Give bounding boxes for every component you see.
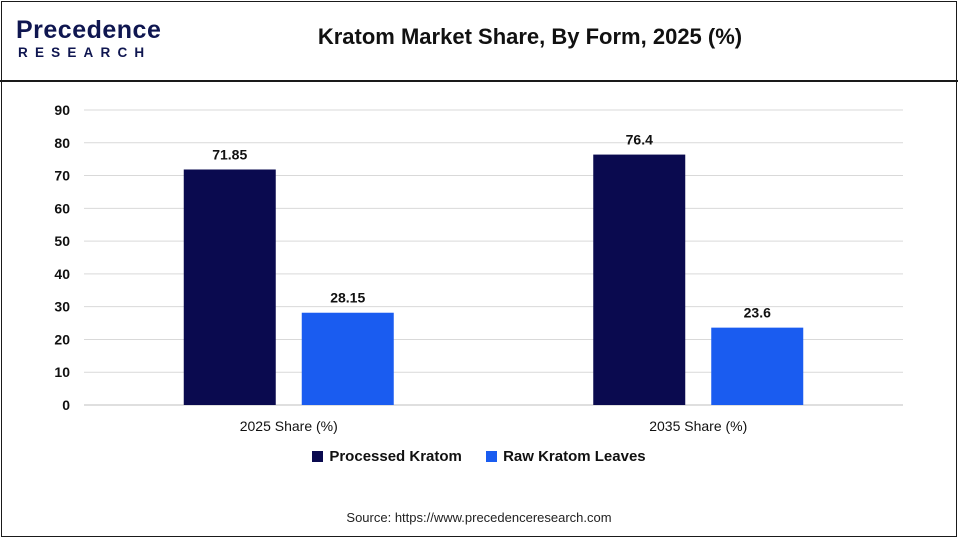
bars — [183, 154, 804, 405]
bar-raw-0 — [301, 312, 394, 405]
y-axis-ticks: 0 10 20 30 40 50 60 70 80 90 — [54, 102, 70, 413]
data-label-processed-0: 71.85 — [212, 146, 247, 162]
y-tick-label-60: 60 — [54, 200, 70, 216]
y-tick-label-0: 0 — [62, 397, 70, 413]
x-category-label-0: 2025 Share (%) — [240, 418, 338, 434]
y-tick-label-70: 70 — [54, 168, 70, 184]
bar-raw-1 — [711, 327, 804, 405]
y-tick-label-90: 90 — [54, 102, 70, 118]
y-tick-label-30: 30 — [54, 299, 70, 315]
bar-processed-1 — [593, 154, 686, 405]
legend-label-processed: Processed Kratom — [329, 448, 462, 465]
legend-item-raw: Raw Kratom Leaves — [486, 448, 646, 465]
data-label-raw-0: 28.15 — [330, 290, 365, 306]
x-axis-labels: 2025 Share (%) 2035 Share (%) — [240, 418, 748, 434]
y-tick-label-80: 80 — [54, 135, 70, 151]
legend-item-processed: Processed Kratom — [312, 448, 462, 465]
bar-chart: 0 10 20 30 40 50 60 70 80 90 71.85 28.15 76.4 23.6 2… — [54, 102, 903, 434]
legend-swatch-raw — [486, 451, 498, 462]
source-note: Source: https://www.precedenceresearch.c… — [346, 510, 612, 525]
legend-label-raw: Raw Kratom Leaves — [503, 448, 646, 465]
data-label-processed-1: 76.4 — [626, 132, 653, 148]
bar-processed-0 — [183, 169, 276, 405]
y-tick-label-40: 40 — [54, 266, 70, 282]
logo-subtitle: RESEARCH — [18, 45, 152, 60]
y-tick-label-10: 10 — [54, 364, 70, 380]
data-labels: 71.85 28.15 76.4 23.6 — [212, 132, 771, 321]
brand-logo: Precedence RESEARCH — [16, 16, 166, 66]
y-tick-label-50: 50 — [54, 233, 70, 249]
legend-swatch-processed — [312, 451, 324, 462]
data-label-raw-1: 23.6 — [744, 305, 771, 321]
y-tick-label-20: 20 — [54, 331, 70, 347]
legend: Processed Kratom Raw Kratom Leaves — [0, 448, 958, 466]
chart-title: Kratom Market Share, By Form, 2025 (%) — [317, 24, 743, 49]
logo-wordmark: Precedence — [16, 16, 162, 44]
header: Precedence RESEARCH Kratom Market Share,… — [0, 0, 958, 82]
x-category-label-1: 2035 Share (%) — [649, 418, 747, 434]
